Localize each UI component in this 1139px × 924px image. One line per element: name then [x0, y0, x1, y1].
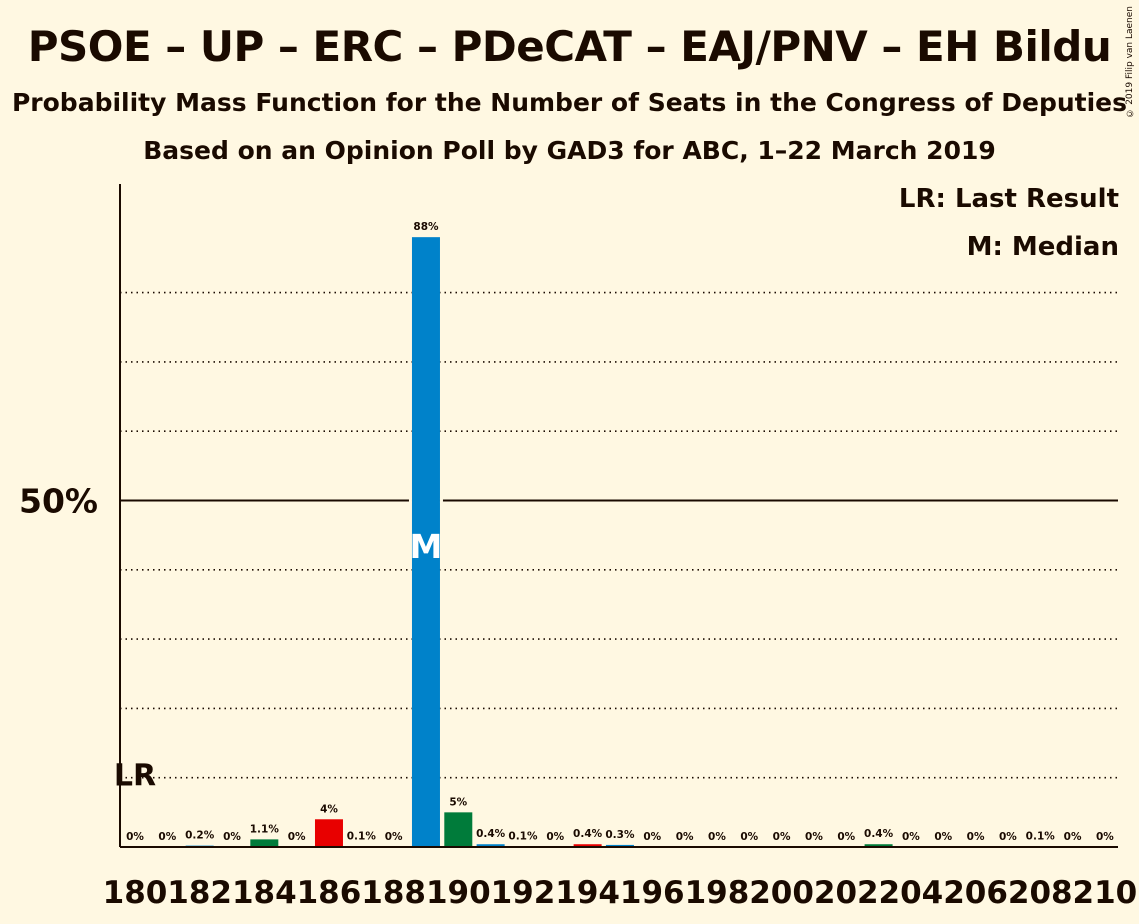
data-label-197: 0%: [676, 831, 694, 843]
data-label-195: 0.3%: [605, 829, 635, 841]
bar-184: [250, 839, 279, 847]
data-label-194: 0.4%: [573, 828, 603, 840]
data-label-190: 5%: [449, 796, 467, 808]
last-result-marker: LR: [114, 759, 156, 794]
data-label-201: 0%: [805, 831, 823, 843]
bar-189: [411, 237, 440, 847]
legend-median: M: Median: [966, 232, 1119, 262]
x-tick-label-200: 200: [749, 875, 814, 911]
data-label-203: 0.4%: [864, 828, 894, 840]
data-label-207: 0%: [999, 831, 1017, 843]
data-label-199: 0%: [740, 831, 758, 843]
data-label-184: 1.1%: [250, 823, 280, 835]
data-label-188: 0%: [385, 831, 403, 843]
x-tick-label-208: 208: [1008, 875, 1073, 911]
data-label-182: 0.2%: [185, 830, 215, 842]
data-label-205: 0%: [934, 831, 952, 843]
x-tick-label-192: 192: [491, 875, 556, 911]
bar-191: [476, 844, 505, 847]
data-label-193: 0%: [546, 831, 564, 843]
x-tick-label-190: 190: [426, 875, 491, 911]
x-tick-label-194: 194: [555, 875, 620, 911]
x-tick-label-202: 202: [814, 875, 879, 911]
x-tick-label-196: 196: [620, 875, 685, 911]
data-label-202: 0%: [837, 831, 855, 843]
bar-203: [864, 844, 893, 847]
data-label-189: 88%: [413, 221, 439, 233]
x-tick-label-188: 188: [361, 875, 426, 911]
data-label-196: 0%: [643, 831, 661, 843]
chart-title: PSOE – UP – ERC – PDeCAT – EAJ/PNV – EH …: [27, 22, 1112, 71]
data-label-210: 0%: [1096, 831, 1114, 843]
data-label-186: 4%: [320, 803, 338, 815]
data-label-181: 0%: [158, 831, 176, 843]
bar-195: [605, 844, 634, 847]
x-tick-label-204: 204: [879, 875, 944, 911]
x-tick-label-206: 206: [943, 875, 1008, 911]
data-label-208: 0.1%: [1026, 830, 1056, 842]
median-marker: M: [410, 527, 443, 566]
x-tick-label-182: 182: [167, 875, 232, 911]
data-label-200: 0%: [773, 831, 791, 843]
data-label-192: 0.1%: [508, 830, 538, 842]
x-tick-label-186: 186: [297, 875, 362, 911]
x-tick-label-184: 184: [232, 875, 297, 911]
x-tick-label-210: 210: [1073, 875, 1138, 911]
data-label-206: 0%: [967, 831, 985, 843]
data-label-187: 0.1%: [347, 830, 377, 842]
data-label-183: 0%: [223, 831, 241, 843]
chart-subtitle: Probability Mass Function for the Number…: [11, 88, 1128, 117]
data-label-209: 0%: [1064, 831, 1082, 843]
x-tick-label-180: 180: [103, 875, 168, 911]
bar-194: [573, 844, 602, 847]
chart-subtitle-source: Based on an Opinion Poll by GAD3 for ABC…: [143, 136, 996, 165]
data-label-191: 0.4%: [476, 828, 506, 840]
data-label-198: 0%: [708, 831, 726, 843]
bar-190: [444, 812, 473, 847]
median-gap-left: [408, 498, 412, 503]
data-label-180: 0%: [126, 831, 144, 843]
y-tick-label: 50%: [19, 482, 98, 521]
legend-last-result: LR: Last Result: [898, 184, 1119, 214]
data-label-185: 0%: [288, 831, 306, 843]
data-label-204: 0%: [902, 831, 920, 843]
median-gap-right: [439, 498, 443, 503]
bar-186: [314, 819, 343, 847]
x-tick-label-198: 198: [685, 875, 750, 911]
